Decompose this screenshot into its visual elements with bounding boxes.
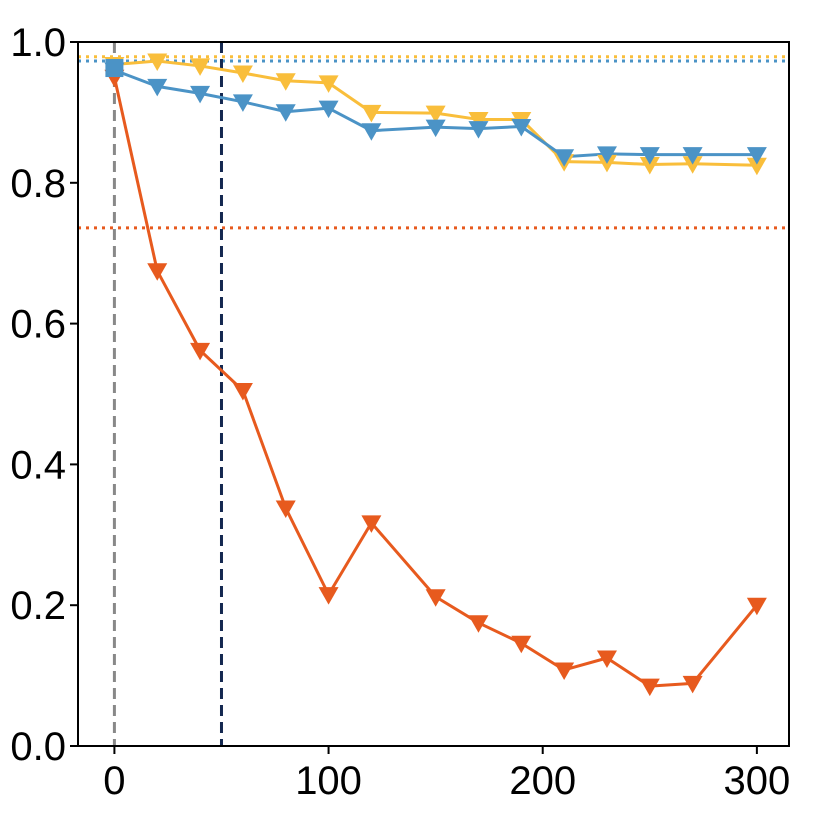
data-point-blue [361,123,382,141]
data-point-orange [468,615,489,633]
data-point-yellow [275,73,296,91]
data-point-yellow [190,58,211,76]
data-point-orange [425,589,446,607]
data-point-orange [190,342,211,361]
x-tick-label: 0 [103,759,125,803]
y-tick-label: 1.0 [10,21,66,65]
data-point-blue [232,94,253,112]
data-point-orange [639,678,660,697]
y-tick-label: 0.0 [10,725,66,769]
data-point-yellow [468,111,489,130]
data-point-blue [682,147,703,165]
data-point-orange [682,675,703,694]
data-point-blue [190,85,211,104]
data-point-orange [511,635,532,654]
axes-frame [77,41,790,747]
y-tick-label: 0.2 [10,584,66,628]
x-tick-label: 300 [724,759,791,803]
data-point-yellow [318,75,339,93]
axis-ticks: 0 100 200 300 0.0 0.2 0.4 0.6 0.8 1.0 [10,21,790,803]
data-point-blue [425,119,446,138]
data-point-blue [596,146,617,164]
data-point-blue [554,149,575,167]
data-point-blue [511,118,532,137]
data-point-orange [318,587,339,605]
data-point-blue [639,147,660,165]
data-point-blue [147,78,168,97]
data-point-blue [468,121,489,139]
data-point-orange [746,597,767,616]
data-point-yellow [746,157,767,176]
data-point-yellow [147,53,168,72]
data-point-yellow [639,156,660,175]
data-point-orange [275,500,296,519]
data-point-yellow [425,105,446,124]
data-point-orange [361,515,382,533]
data-point-yellow [232,65,253,83]
data-point-orange [147,263,168,281]
y-tick-label: 0.4 [10,443,66,487]
x-tick-label: 200 [509,759,576,803]
data-point-blue [746,147,767,165]
y-tick-label: 0.6 [10,303,66,347]
data-point-yellow [682,156,703,174]
data-point-yellow [361,104,382,123]
data-point-blue [275,104,296,122]
data-point-blue [318,100,339,119]
start-point-marker [105,59,124,78]
data-point-orange [232,382,253,401]
y-tick-label: 0.8 [10,162,66,206]
plot-area [78,42,789,746]
x-tick-label: 100 [295,759,362,803]
data-point-orange [596,650,617,668]
data-point-orange [554,662,575,680]
